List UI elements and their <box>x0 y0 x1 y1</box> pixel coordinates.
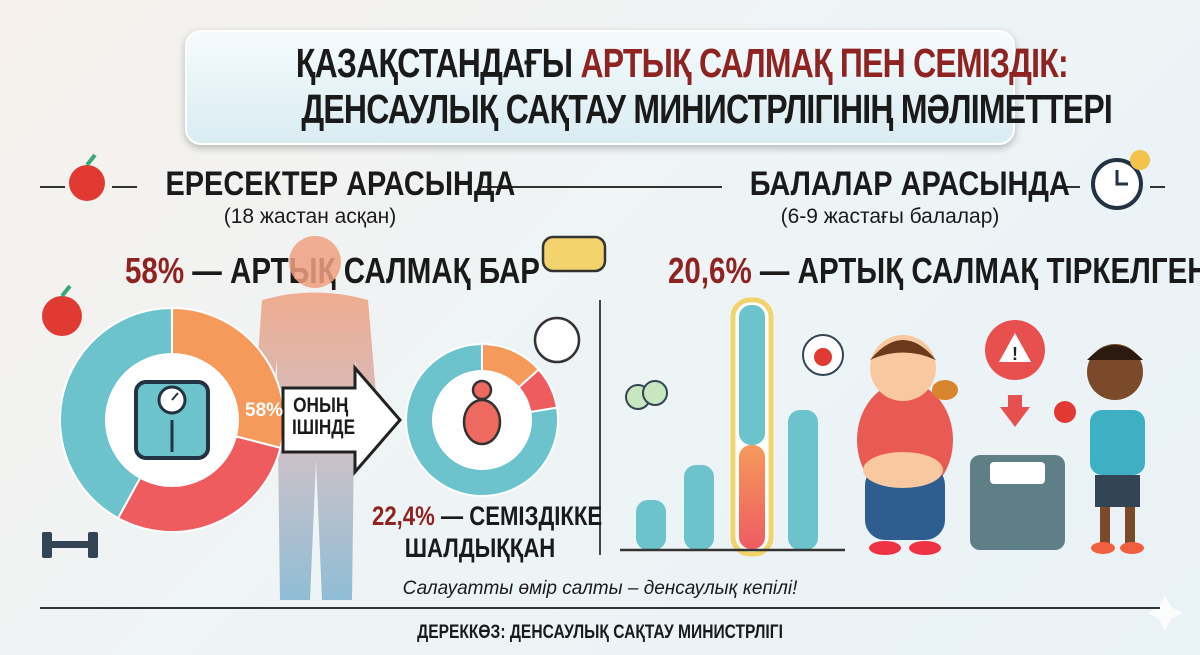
children-stat-label: — АРТЫҚ САЛМАҚ ТІРКЕЛГЕН <box>759 250 1200 291</box>
footer-divider <box>40 607 1160 609</box>
title-line-1: ҚАЗАҚСТАНДАҒЫ АРТЫҚ САЛМАҚ ПЕН СЕМІЗДІК: <box>295 40 1069 86</box>
apple-icon <box>42 284 82 336</box>
adults-stat-value: 58% <box>125 250 185 291</box>
slogan: Салауатты өмір салты – денсаулық кепілі! <box>402 578 798 599</box>
apple-icon <box>69 153 105 201</box>
healthy-child-illustration <box>1054 344 1145 554</box>
apple-icon <box>1054 401 1076 423</box>
children-heading: БАЛАЛАР АРАСЫНДА <box>749 165 1070 203</box>
adults-subheading: (18 жастан асқан) <box>223 205 397 228</box>
children-subheading: (6-9 жастағы балалар) <box>780 205 1000 228</box>
arrow-label: ОНЫҢ ІШІНДЕ <box>292 394 356 439</box>
overweight-child-illustration <box>857 335 958 555</box>
divider <box>1055 186 1080 188</box>
clock-icon <box>1091 150 1150 210</box>
arrow-label-line-1: ОНЫҢ <box>293 394 349 417</box>
obesity-label-1: — СЕМІЗДІККЕ <box>440 501 603 531</box>
magnifier-icon <box>533 316 581 364</box>
divider <box>482 186 722 188</box>
divider <box>112 186 137 188</box>
donut-percent-label: 58% <box>245 400 284 421</box>
arrow-icon <box>281 363 402 477</box>
children-stat-value: 20,6% <box>668 250 752 291</box>
adults-stat-label: — АРТЫҚ САЛМАҚ БАР <box>192 250 541 291</box>
children-stat: 20,6% — АРТЫҚ САЛМАҚ ТІРКЕЛГЕН <box>668 250 1200 292</box>
burger-icon <box>932 380 958 400</box>
obesity-value: 22,4% <box>372 501 435 531</box>
source-wrap: ДЕРЕККӨЗ: ДЕНСАУЛЫҚ САҚТАУ МИНИСТРЛІГІ <box>0 622 1200 644</box>
warning-icon: ! <box>985 320 1045 427</box>
sparkle-icon <box>1147 595 1183 631</box>
source-text: ДЕРЕККӨЗ: ДЕНСАУЛЫҚ САҚТАУ МИНИСТРЛІГІ <box>417 622 783 643</box>
measuring-tape-icon <box>541 235 607 273</box>
title-banner: ҚАЗАҚСТАНДАҒЫ АРТЫҚ САЛМАҚ ПЕН СЕМІЗДІК:… <box>185 30 1113 145</box>
bar-fill-overweight <box>739 445 765 549</box>
title-black: ҚАЗАҚСТАНДАҒЫ <box>295 40 573 86</box>
obesity-stat: 22,4% — СЕМІЗДІККЕ ШАЛДЫҚҚАН <box>372 500 602 564</box>
title-line-2: ДЕНСАУЛЫҚ САҚТАУ МИНИСТРЛІГІНІҢ МӘЛІМЕТТ… <box>301 86 1113 132</box>
scale-icon <box>134 380 210 460</box>
adults-stat: 58% — АРТЫҚ САЛМАҚ БАР <box>125 250 540 292</box>
arrow-label-line-2: ІШІНДЕ <box>292 416 356 439</box>
svg-text:!: ! <box>1012 344 1018 364</box>
bar-fill-background <box>739 305 765 445</box>
divider <box>1150 186 1165 188</box>
dumbbell-icon <box>42 532 98 558</box>
divider <box>40 186 65 188</box>
title-red: АРТЫҚ САЛМАҚ ПЕН СЕМІЗДІК: <box>580 40 1068 86</box>
bar <box>684 465 714 550</box>
bathroom-scale-icon <box>970 455 1065 550</box>
broccoli-icon <box>625 380 668 410</box>
obese-person-icon <box>462 379 502 446</box>
bar <box>636 500 666 550</box>
bar <box>788 410 818 550</box>
obesity-label-2: ШАЛДЫҚҚАН <box>404 533 556 563</box>
apple-bubble-icon <box>802 334 844 376</box>
